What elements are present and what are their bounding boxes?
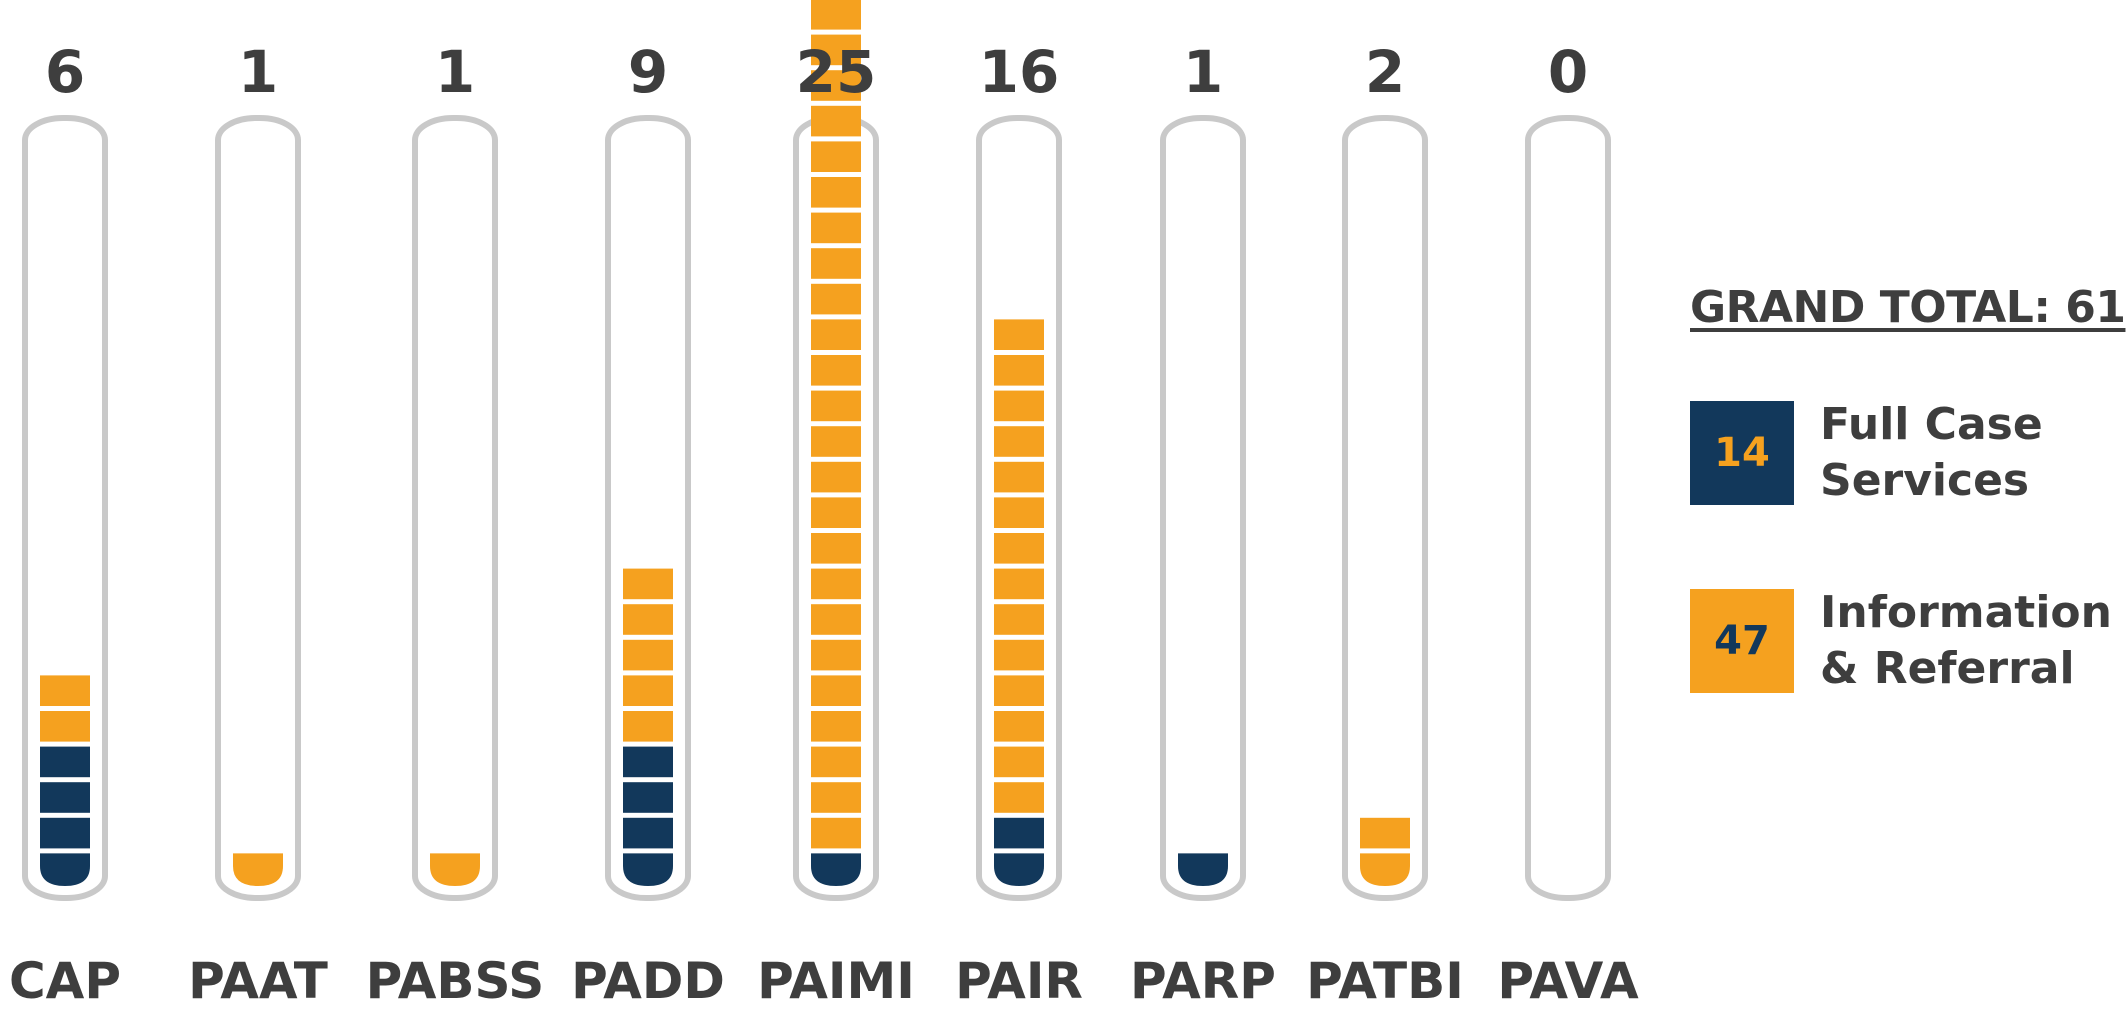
bar-segment-padd-info-referral bbox=[623, 675, 673, 706]
total-label-patbi: 2 bbox=[1365, 38, 1405, 106]
bar-segment-pair-info-referral bbox=[994, 604, 1044, 635]
bar-segment-paimi-info-referral bbox=[811, 675, 861, 706]
legend-item-full-case: 14 Full Case Services bbox=[1690, 397, 2120, 509]
bar-segment-pair-info-referral bbox=[994, 675, 1044, 706]
bar-segment-paimi-info-referral bbox=[811, 248, 861, 279]
legend-swatch-full-case: 14 bbox=[1690, 401, 1794, 505]
tube-paat bbox=[215, 115, 301, 901]
bar-segment-paimi-info-referral bbox=[811, 319, 861, 350]
bar-segment-pair-full-case bbox=[994, 817, 1044, 849]
bar-segment-paimi-full-case bbox=[811, 853, 861, 886]
bar-segment-parp-full-case bbox=[1178, 853, 1228, 886]
tube-chart: 6 CAP 1 PAAT 1 PABSS 9 PADD 25 PAIMI 16 PAIR 1 PARP 2 P… bbox=[9, 0, 1639, 1010]
total-label-padd: 9 bbox=[628, 38, 668, 106]
bar-segment-pair-info-referral bbox=[994, 568, 1044, 600]
bar-segment-padd-info-referral bbox=[623, 604, 673, 635]
bar-segment-patbi-info-referral bbox=[1360, 817, 1410, 849]
tube-pabss bbox=[412, 115, 498, 901]
bar-segment-paimi-info-referral bbox=[811, 34, 861, 66]
total-label-parp: 1 bbox=[1183, 38, 1223, 106]
tube-cap bbox=[22, 115, 108, 901]
legend-swatch-info-referral: 47 bbox=[1690, 589, 1794, 693]
bar-segment-pair-info-referral bbox=[994, 782, 1044, 813]
bar-segment-cap-full-case bbox=[40, 817, 90, 849]
bar-segment-paat-info-referral bbox=[233, 853, 283, 886]
bar-segment-padd-full-case bbox=[623, 817, 673, 849]
grand-total: GRAND TOTAL: 61 bbox=[1690, 282, 2126, 333]
bar-segment-paimi-info-referral bbox=[811, 568, 861, 600]
legend-label-full-case: Full Case Services bbox=[1820, 399, 2043, 506]
total-label-pabss: 1 bbox=[435, 38, 475, 106]
bar-segment-paimi-info-referral bbox=[811, 782, 861, 813]
bar-segment-pair-full-case bbox=[994, 853, 1044, 886]
category-label-patbi: PATBI bbox=[1306, 952, 1464, 1010]
bar-segment-paimi-info-referral bbox=[811, 141, 861, 172]
bar-segment-cap-full-case bbox=[40, 782, 90, 813]
bar-segment-paimi-info-referral bbox=[811, 711, 861, 742]
category-label-parp: PARP bbox=[1130, 952, 1276, 1010]
bar-segment-pair-info-referral bbox=[994, 711, 1044, 742]
bar-segment-pair-info-referral bbox=[994, 355, 1044, 386]
bar-segment-paimi-info-referral bbox=[811, 426, 861, 457]
total-label-pair: 16 bbox=[979, 38, 1060, 106]
bar-segment-paimi-info-referral bbox=[811, 497, 861, 528]
bar-segment-pair-info-referral bbox=[994, 390, 1044, 422]
tube-patbi bbox=[1342, 115, 1428, 901]
category-label-pair: PAIR bbox=[955, 952, 1083, 1010]
bar-segment-paimi-info-referral bbox=[811, 533, 861, 564]
category-label-padd: PADD bbox=[571, 952, 725, 1010]
bar-segment-cap-info-referral bbox=[40, 675, 90, 706]
category-label-paimi: PAIMI bbox=[757, 952, 915, 1010]
category-label-cap: CAP bbox=[9, 952, 121, 1010]
bar-segment-padd-info-referral bbox=[623, 568, 673, 600]
bar-segment-pabss-info-referral bbox=[430, 853, 480, 886]
bar-segment-paimi-info-referral bbox=[811, 390, 861, 422]
bar-segment-paimi-info-referral bbox=[811, 283, 861, 315]
bar-segment-paimi-info-referral bbox=[811, 817, 861, 849]
category-label-pava: PAVA bbox=[1497, 952, 1639, 1010]
bar-segment-paimi-info-referral bbox=[811, 212, 861, 244]
legend-count-full-case: 14 bbox=[1714, 430, 1770, 476]
legend-count-info-referral: 47 bbox=[1714, 618, 1770, 664]
bar-segment-padd-full-case bbox=[623, 853, 673, 886]
tube-pava bbox=[1525, 115, 1611, 901]
bar-segment-pair-info-referral bbox=[994, 461, 1044, 493]
total-label-cap: 6 bbox=[45, 38, 85, 106]
bar-segment-pair-info-referral bbox=[994, 533, 1044, 564]
bar-segment-pair-info-referral bbox=[994, 639, 1044, 671]
bar-segment-paimi-info-referral bbox=[811, 639, 861, 671]
bar-segment-paimi-info-referral bbox=[811, 105, 861, 137]
category-label-paat: PAAT bbox=[188, 952, 328, 1010]
bar-segment-pair-info-referral bbox=[994, 426, 1044, 457]
bar-segment-padd-full-case bbox=[623, 746, 673, 778]
bar-segment-paimi-info-referral bbox=[811, 461, 861, 493]
tube-padd bbox=[605, 115, 691, 901]
legend-item-info-referral: 47 Information & Referral bbox=[1690, 585, 2120, 697]
bar-segment-paimi-info-referral bbox=[811, 0, 861, 30]
bar-segment-pair-info-referral bbox=[994, 319, 1044, 350]
bar-segment-paimi-info-referral bbox=[811, 746, 861, 778]
legend-label-info-referral: Information & Referral bbox=[1820, 587, 2112, 694]
total-label-paat: 1 bbox=[238, 38, 278, 106]
bar-segment-paimi-info-referral bbox=[811, 177, 861, 208]
bar-segment-cap-full-case bbox=[40, 853, 90, 886]
category-label-pabss: PABSS bbox=[366, 952, 545, 1010]
total-label-pava: 0 bbox=[1548, 38, 1588, 106]
bar-segment-cap-full-case bbox=[40, 746, 90, 778]
bar-segment-pair-info-referral bbox=[994, 746, 1044, 778]
bar-segment-paimi-info-referral bbox=[811, 604, 861, 635]
bar-segment-padd-info-referral bbox=[623, 639, 673, 671]
legend: GRAND TOTAL: 61 14 Full Case Services 47… bbox=[1690, 282, 2126, 697]
bar-segment-pair-info-referral bbox=[994, 497, 1044, 528]
bar-segment-patbi-info-referral bbox=[1360, 853, 1410, 886]
bar-segment-padd-info-referral bbox=[623, 711, 673, 742]
tube-parp bbox=[1160, 115, 1246, 901]
bar-segment-padd-full-case bbox=[623, 782, 673, 813]
bar-segment-paimi-info-referral bbox=[811, 355, 861, 386]
bar-segment-cap-info-referral bbox=[40, 711, 90, 742]
total-label-paimi: 25 bbox=[796, 38, 877, 106]
bar-segment-paimi-info-referral bbox=[811, 70, 861, 101]
